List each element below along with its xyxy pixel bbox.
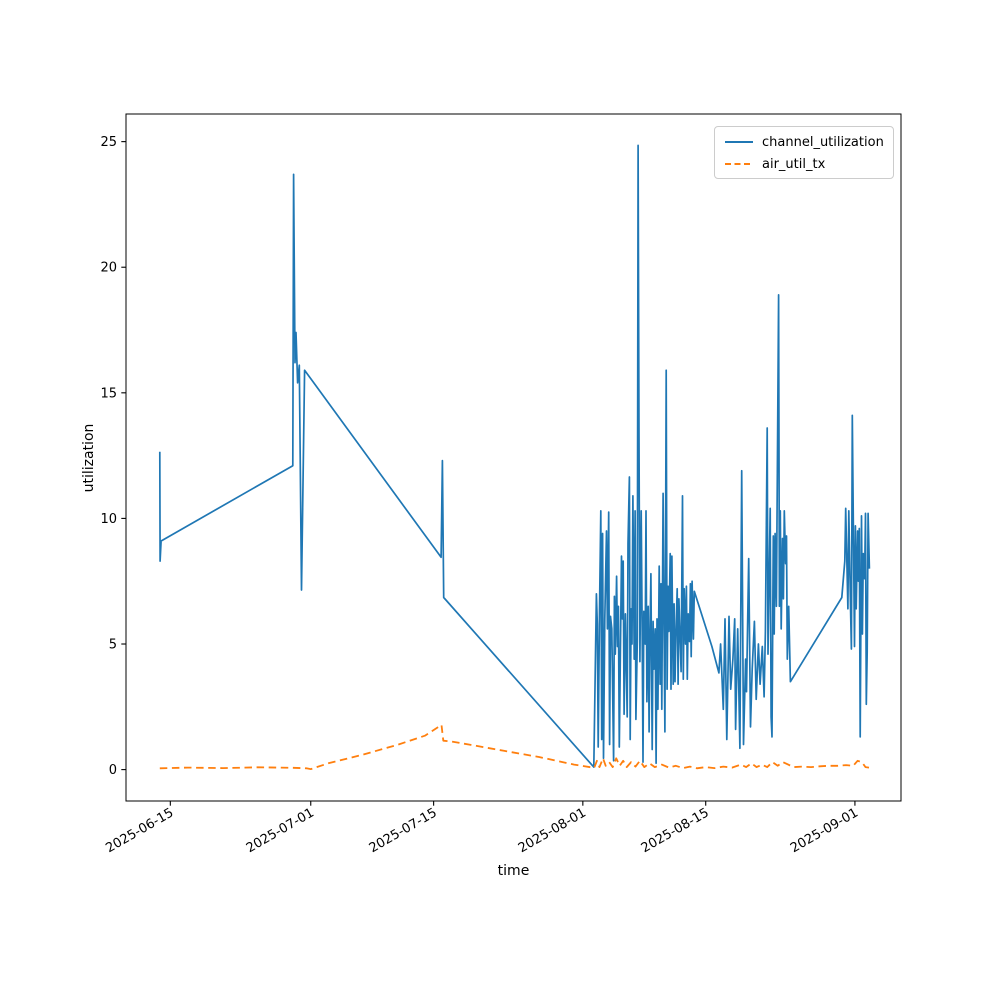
y-tick-label: 10 [100, 512, 117, 527]
y-tick-label: 5 [109, 638, 117, 653]
x-tick-label: 2025-07-15 [367, 805, 440, 856]
x-tick-label: 2025-06-15 [103, 805, 176, 856]
x-tick-label: 2025-08-15 [639, 805, 712, 856]
y-tick-label: 0 [109, 763, 117, 778]
legend-label: air_util_tx [762, 156, 826, 172]
y-axis-title: utilization [81, 423, 97, 492]
x-axis-title: time [497, 863, 530, 879]
legend-entry-air_util_tx: air_util_tx [724, 155, 884, 173]
legend-entry-channel_utilization: channel_utilization [724, 133, 884, 151]
y-tick-label: 20 [100, 261, 117, 276]
x-tick-label: 2025-07-01 [244, 805, 317, 856]
y-tick-label: 15 [100, 386, 117, 401]
legend-line-sample-solid [725, 141, 753, 143]
legend-label: channel_utilization [762, 134, 884, 150]
legend: channel_utilization air_util_tx [714, 126, 894, 179]
series-line-channel_utilization [158, 144, 871, 768]
x-tick-label: 2025-08-01 [516, 805, 589, 856]
legend-line-sample-dashed [725, 163, 753, 165]
x-tick-label: 2025-09-01 [788, 805, 861, 856]
series-line-air_util_tx [159, 724, 870, 770]
y-tick-label: 25 [100, 135, 117, 150]
plot-frame [125, 113, 902, 802]
